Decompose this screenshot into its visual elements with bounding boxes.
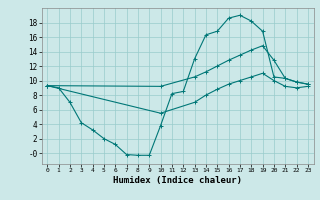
X-axis label: Humidex (Indice chaleur): Humidex (Indice chaleur) [113, 176, 242, 185]
